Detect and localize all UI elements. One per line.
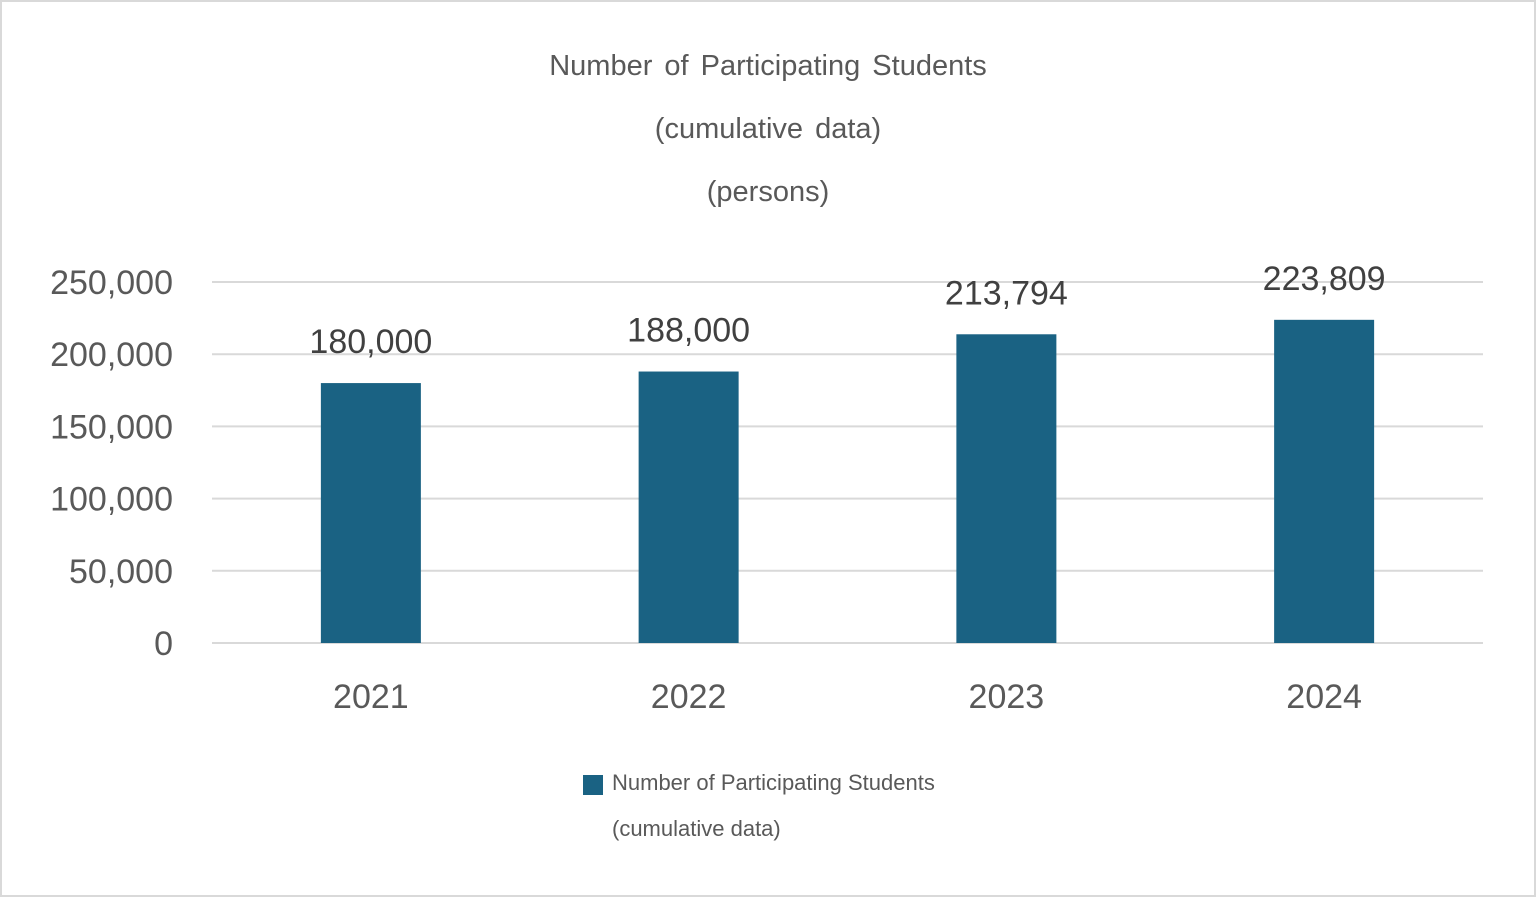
x-tick-label: 2022 (651, 678, 727, 716)
legend-swatch (583, 775, 603, 795)
chart-title-line-2: (cumulative data) (654, 113, 882, 145)
legend-label-line-2: (cumulative data) (612, 816, 781, 841)
y-tick-label: 200,000 (50, 336, 173, 374)
data-label: 188,000 (627, 312, 750, 350)
data-label: 213,794 (945, 274, 1068, 312)
y-tick-label: 150,000 (50, 408, 173, 446)
chart-title-line-3: (persons) (706, 176, 830, 208)
x-tick-label: 2024 (1286, 678, 1362, 716)
legend-label-line-1: Number of Participating Students (612, 770, 935, 795)
chart-title-line-1: Number of Participating Students (549, 50, 987, 82)
bar (320, 383, 421, 643)
y-tick-label: 250,000 (50, 264, 173, 302)
y-tick-label: 50,000 (69, 553, 173, 591)
y-tick-label: 0 (154, 625, 173, 663)
bar (638, 371, 739, 643)
data-label: 180,000 (309, 323, 432, 361)
bar (956, 334, 1057, 643)
bar (1274, 319, 1375, 643)
x-tick-label: 2021 (333, 678, 409, 716)
y-tick-label: 100,000 (50, 481, 173, 519)
x-tick-label: 2023 (969, 678, 1045, 716)
data-label: 223,809 (1263, 260, 1386, 298)
